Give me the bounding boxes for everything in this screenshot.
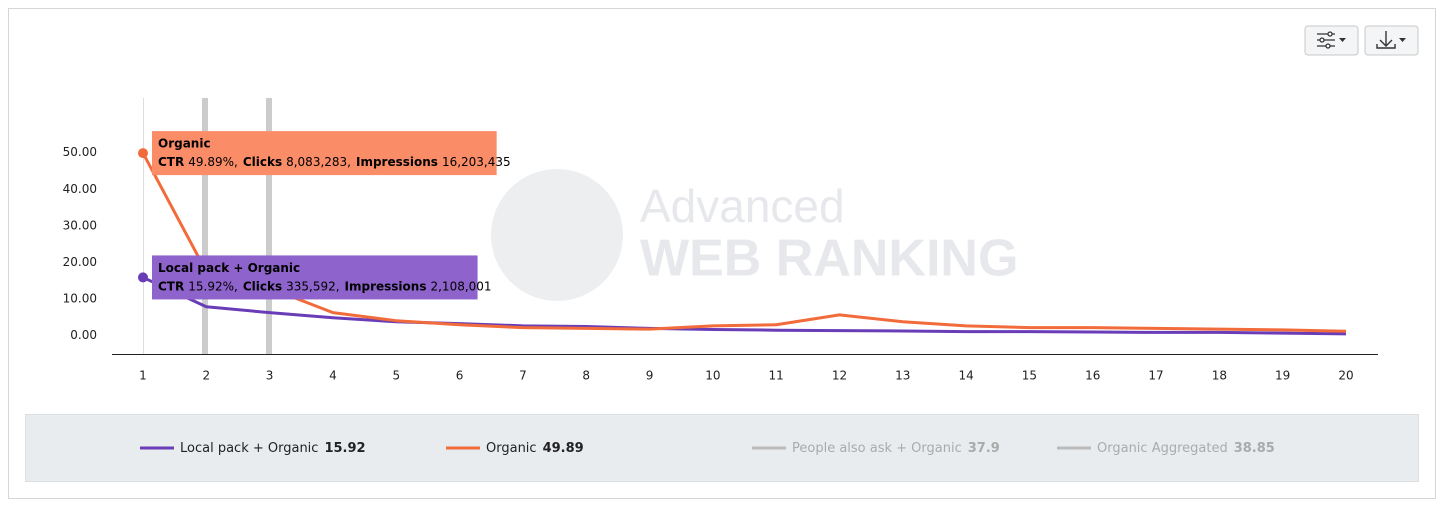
x-tick-label: 1 — [139, 369, 147, 383]
x-tick-label: 9 — [646, 369, 654, 383]
legend-item[interactable]: Local pack + Organic 15.92 — [140, 441, 366, 456]
tooltip-box — [152, 131, 497, 176]
x-tick-label: 11 — [769, 369, 784, 383]
tooltip-value: 15.92%, — [188, 279, 238, 293]
legend-text: People also ask + Organic 37.9 — [792, 441, 1000, 456]
tooltip-label: Clicks — [243, 155, 282, 169]
watermark-text: WEB RANKING — [640, 230, 1018, 288]
x-tick-label: 12 — [832, 369, 847, 383]
highlight-band — [266, 98, 272, 354]
tooltip: Organic CTR 49.89%, Clicks 8,083,283, Impress… — [152, 131, 511, 176]
x-tick-label: 3 — [266, 369, 274, 383]
tooltip: Local pack + Organic CTR 15.92%, Clicks 335,… — [152, 255, 492, 300]
tooltip-title: Local pack + Organic — [158, 261, 300, 275]
x-tick-label: 18 — [1212, 369, 1227, 383]
x-tick-label: 7 — [519, 369, 527, 383]
tooltip-value: 49.89%, — [188, 155, 238, 169]
tooltip-body: CTR 15.92%, Clicks 335,592, Impressions 2,108… — [158, 279, 492, 293]
point-marker — [138, 148, 148, 159]
tooltip-label: CTR — [158, 155, 184, 169]
legend — [25, 414, 1419, 482]
tooltip-label: CTR — [158, 279, 184, 293]
tooltip-value: 2,108,001 — [430, 279, 491, 293]
tooltip-box — [152, 255, 478, 300]
legend-value: 38.85 — [1234, 441, 1275, 456]
legend-item[interactable]: People also ask + Organic 37.9 — [752, 441, 1000, 456]
highlight-band — [202, 98, 208, 354]
x-tick-label: 4 — [329, 369, 337, 383]
series-line — [142, 276, 1347, 336]
x-tick-label: 13 — [895, 369, 910, 383]
x-tick-label: 8 — [582, 369, 590, 383]
legend-value: 15.92 — [324, 441, 365, 456]
x-tick-label: 15 — [1022, 369, 1037, 383]
download-button[interactable] — [1364, 25, 1419, 56]
x-tick-label: 2 — [202, 369, 210, 383]
tooltip-value: 335,592, — [286, 279, 339, 293]
x-tick-label: 17 — [1148, 369, 1163, 383]
tooltip-label: Impressions — [345, 279, 427, 293]
y-tick-label: 10.00 — [63, 292, 97, 306]
x-tick-label: 14 — [958, 369, 973, 383]
tooltip-value: 16,203,435 — [442, 155, 511, 169]
legend-text: Organic 49.89 — [486, 441, 584, 456]
legend-label: Organic — [486, 441, 537, 456]
legend-text: Local pack + Organic 15.92 — [180, 441, 366, 456]
x-tick-label: 6 — [456, 369, 464, 383]
x-tick-label: 19 — [1275, 369, 1290, 383]
point-marker — [138, 272, 148, 283]
legend-label: Local pack + Organic — [180, 441, 318, 456]
y-tick-label: 20.00 — [63, 255, 97, 269]
y-tick-label: 50.00 — [63, 145, 97, 159]
legend-value: 37.9 — [968, 441, 1000, 456]
y-tick-label: 30.00 — [63, 218, 97, 232]
x-tick-label: 5 — [392, 369, 400, 383]
series-line — [141, 152, 1347, 333]
legend-label: People also ask + Organic — [792, 441, 962, 456]
legend-text: Organic Aggregated 38.85 — [1097, 441, 1275, 456]
tooltip-value: 8,083,283, — [286, 155, 351, 169]
legend-value: 49.89 — [543, 441, 584, 456]
y-tick-label: 0.00 — [70, 328, 97, 342]
filter-button[interactable] — [1304, 25, 1359, 56]
legend-item[interactable]: Organic 49.89 — [446, 441, 584, 456]
tooltip-label: Clicks — [243, 279, 282, 293]
y-tick-label: 40.00 — [63, 182, 97, 196]
tooltip-title: Organic — [158, 137, 211, 151]
x-tick-label: 16 — [1085, 369, 1100, 383]
tooltip-label: Impressions — [356, 155, 438, 169]
watermark-text: Advanced — [640, 180, 845, 232]
legend-item[interactable]: Organic Aggregated 38.85 — [1057, 441, 1275, 456]
legend-label: Organic Aggregated — [1097, 441, 1228, 456]
x-tick-label: 20 — [1338, 369, 1353, 383]
tooltip-body: CTR 49.89%, Clicks 8,083,283, Impressions 16,… — [158, 155, 511, 169]
x-tick-label: 10 — [705, 369, 720, 383]
watermark: Advanced WEB RANKING — [491, 169, 1018, 301]
